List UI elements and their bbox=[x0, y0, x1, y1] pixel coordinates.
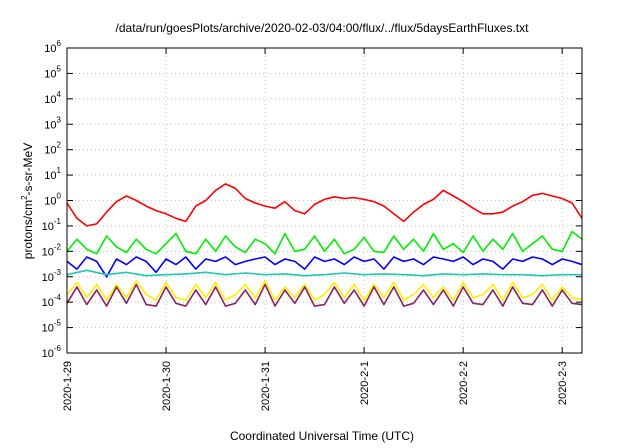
series-line-4 bbox=[66, 269, 582, 277]
y-tick-label-base: 10 bbox=[42, 246, 54, 258]
chart-title: /data/run/goesPlots/archive/2020-02-03/0… bbox=[116, 21, 530, 35]
y-tick-label-base: 10 bbox=[42, 323, 54, 335]
y-axis-label: protons/cm2-s-sr-MeV bbox=[20, 143, 35, 259]
y-tick-label-exp: -2 bbox=[54, 242, 62, 251]
y-tick-label: 101 bbox=[44, 166, 61, 182]
y-tick-label: 10-2 bbox=[42, 242, 62, 258]
y-tick-label-exp: 6 bbox=[57, 39, 62, 48]
y-tick-label: 106 bbox=[44, 39, 61, 55]
y-tick-label-exp: 0 bbox=[57, 192, 62, 201]
y-tick-label-exp: 5 bbox=[57, 64, 62, 73]
y-tick-label-exp: 4 bbox=[57, 90, 62, 99]
y-axis-label-sup: 2 bbox=[20, 195, 29, 200]
x-tick-label: 2020-2-2 bbox=[458, 361, 470, 405]
y-tick-label-exp: 1 bbox=[57, 166, 62, 175]
y-tick-label-exp: -1 bbox=[54, 217, 62, 226]
y-tick-label-base: 10 bbox=[44, 119, 56, 131]
series-line-2 bbox=[66, 230, 583, 255]
series-line-1 bbox=[66, 183, 583, 227]
x-tick-label: 2020-1-29 bbox=[62, 361, 74, 411]
axes: 10-610-510-410-310-210-11001011021031041… bbox=[42, 39, 582, 411]
y-tick-label: 10-4 bbox=[42, 293, 62, 309]
y-tick-label-base: 10 bbox=[44, 94, 56, 106]
y-tick-label-base: 10 bbox=[42, 348, 54, 360]
y-tick-label: 10-3 bbox=[42, 268, 62, 284]
y-tick-label-base: 10 bbox=[42, 272, 54, 284]
y-tick-label: 104 bbox=[44, 90, 61, 106]
y-tick-label-base: 10 bbox=[44, 68, 56, 80]
y-tick-label-base: 10 bbox=[44, 170, 56, 182]
y-tick-label-exp: -3 bbox=[54, 268, 62, 277]
y-axis-label-suffix: -s-sr-MeV bbox=[21, 143, 35, 196]
x-tick-label: 2020-2-3 bbox=[557, 361, 569, 405]
y-tick-label: 10-6 bbox=[42, 344, 62, 360]
y-tick-label-base: 10 bbox=[44, 145, 56, 157]
plot-frame bbox=[66, 47, 583, 354]
y-tick-label: 102 bbox=[44, 141, 61, 157]
y-tick-label-exp: 3 bbox=[57, 115, 62, 124]
y-tick-label-exp: 2 bbox=[57, 141, 62, 150]
y-tick-label: 105 bbox=[44, 64, 61, 80]
y-tick-label: 103 bbox=[44, 115, 61, 131]
y-tick-label-exp: -6 bbox=[54, 344, 62, 353]
x-axis-label: Coordinated Universal Time (UTC) bbox=[230, 429, 414, 443]
y-axis-label-prefix: protons/cm bbox=[21, 200, 35, 259]
series-line-5 bbox=[66, 279, 583, 302]
y-tick-label: 10-5 bbox=[42, 319, 62, 335]
y-tick-label-base: 10 bbox=[44, 196, 56, 208]
y-tick-label: 10-1 bbox=[42, 217, 62, 233]
series-line-3 bbox=[66, 256, 583, 278]
y-tick-label-exp: -4 bbox=[54, 293, 62, 302]
series-line-6 bbox=[66, 283, 583, 307]
x-tick-label: 2020-2-1 bbox=[359, 361, 371, 405]
y-tick-label-base: 10 bbox=[42, 297, 54, 309]
series-lines bbox=[66, 183, 583, 307]
y-tick-label-exp: -5 bbox=[54, 319, 62, 328]
y-tick-label-base: 10 bbox=[44, 43, 56, 55]
x-tick-label: 2020-1-30 bbox=[161, 361, 173, 411]
y-tick-label: 100 bbox=[44, 192, 61, 208]
y-tick-label-base: 10 bbox=[42, 221, 54, 233]
x-tick-label: 2020-1-31 bbox=[260, 361, 272, 411]
